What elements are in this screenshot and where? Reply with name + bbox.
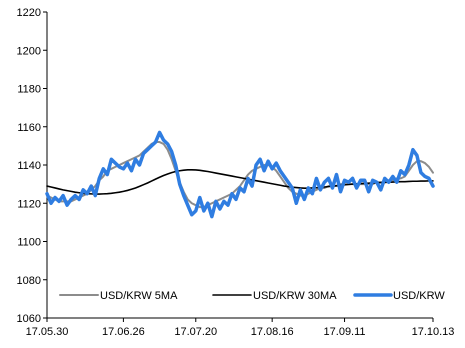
series-line-3 (45, 130, 435, 219)
series-line-1 (46, 141, 434, 209)
x-tick-label: 17.08.16 (251, 326, 294, 338)
chart-legend: USD/KRW 5MA USD/KRW 30MA USD/KRW (59, 290, 445, 302)
y-tick-label: 1120 (17, 198, 41, 210)
y-tick-label: 1140 (17, 160, 41, 172)
series-layer (45, 130, 435, 219)
x-tick-label: 17.05.30 (26, 326, 69, 338)
series-line-2 (46, 168, 434, 195)
y-tick-label: 1220 (17, 7, 41, 19)
legend-label: USD/KRW 5MA (100, 290, 178, 302)
chart-axes: 1060 1080 1100 1120 1140 1160 1180 1200 1220 17.0… (17, 7, 455, 338)
x-tick-label: 17.09.11 (324, 326, 366, 338)
y-tick-label: 1100 (17, 237, 41, 249)
legend-label: USD/KRW (393, 290, 445, 302)
x-tick-label: 17.06.26 (102, 326, 145, 338)
y-tick-label: 1180 (17, 84, 41, 96)
x-tick-label: 17.07.20 (174, 326, 217, 338)
y-tick-label: 1160 (17, 122, 41, 134)
y-tick-label: 1080 (17, 275, 41, 287)
y-tick-label: 1060 (17, 313, 41, 325)
y-tick-label: 1200 (17, 45, 41, 57)
legend-label: USD/KRW 30MA (253, 290, 337, 302)
x-tick-label: 17.10.13 (412, 326, 455, 338)
